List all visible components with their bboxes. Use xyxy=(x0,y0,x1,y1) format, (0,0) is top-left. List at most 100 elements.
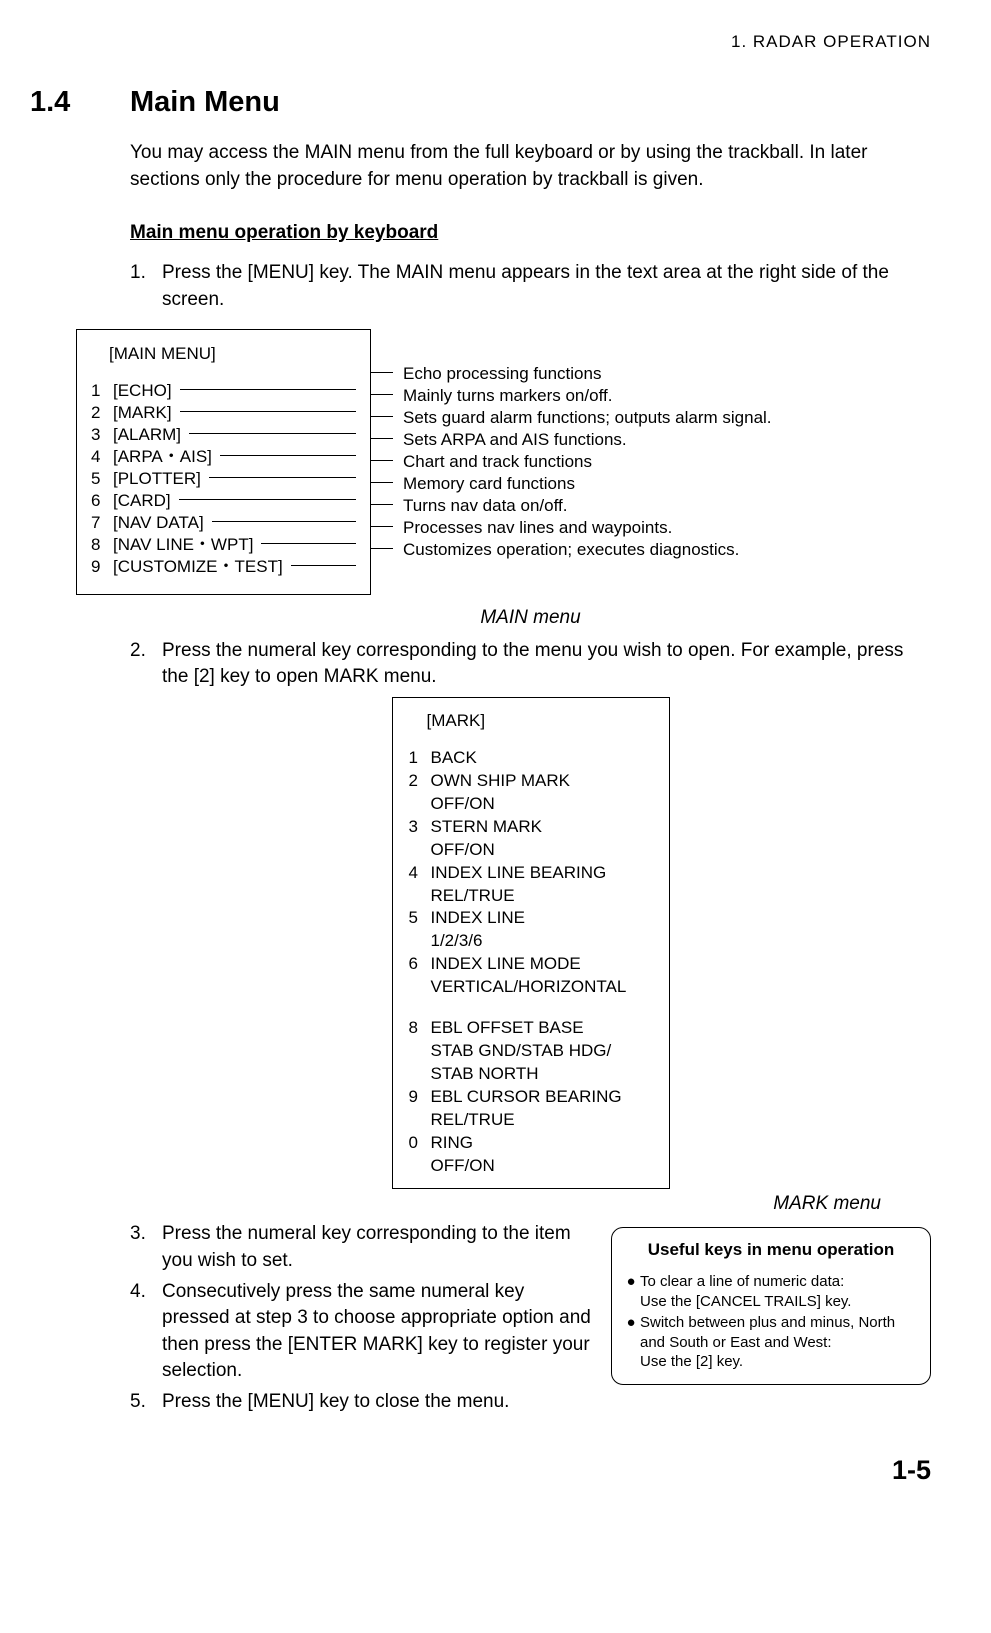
step-text: Press the numeral key corresponding to t… xyxy=(162,638,931,691)
mark-item-number: 1 xyxy=(409,747,431,770)
mark-menu-item: 6INDEX LINE MODE VERTICAL/HORIZONTAL xyxy=(409,953,653,999)
main-menu-box: [MAIN MENU] 1[ECHO]2[MARK]3[ALARM]4[ARPA… xyxy=(76,329,371,595)
section-title: 1.4 Main Menu xyxy=(30,82,931,123)
steps-mid: 2. Press the numeral key corresponding t… xyxy=(130,638,931,691)
mark-menu-item: 0RING OFF/ON xyxy=(409,1132,653,1178)
mark-item-number: 4 xyxy=(409,862,431,908)
menu-descriptions: Echo processing functionsMainly turns ma… xyxy=(371,363,772,561)
menu-item-number: 1 xyxy=(91,379,113,403)
mark-menu-item: 8EBL OFFSET BASE STAB GND/STAB HDG/ STAB… xyxy=(409,1017,653,1086)
intro-paragraph: You may access the MAIN menu from the fu… xyxy=(130,140,931,193)
mark-item-number: 3 xyxy=(409,816,431,862)
menu-item: 7[NAV DATA] xyxy=(91,512,356,534)
tips-item: ●To clear a line of numeric data: Use th… xyxy=(622,1272,920,1311)
step-item: 2. Press the numeral key corresponding t… xyxy=(130,638,931,691)
figure-caption-mark: MARK menu xyxy=(130,1191,931,1218)
menu-item-description: Processes nav lines and waypoints. xyxy=(371,517,772,539)
menu-item-label: [PLOTTER] xyxy=(113,467,201,491)
menu-item-label: [NAV LINE・WPT] xyxy=(113,533,253,557)
step-item: 4.Consecutively press the same numeral k… xyxy=(130,1279,593,1385)
menu-item: 9[CUSTOMIZE・TEST] xyxy=(91,556,356,578)
menu-item: 5[PLOTTER] xyxy=(91,468,356,490)
figure-caption-main: MAIN menu xyxy=(130,605,931,632)
menu-item-label: [ECHO] xyxy=(113,379,172,403)
tips-list: ●To clear a line of numeric data: Use th… xyxy=(622,1272,920,1372)
mark-item-text: STERN MARK OFF/ON xyxy=(431,816,653,862)
menu-item-number: 8 xyxy=(91,533,113,557)
step-text: Press the numeral key corresponding to t… xyxy=(162,1221,593,1274)
menu-item: 3[ALARM] xyxy=(91,424,356,446)
menu-item: 4[ARPA・AIS] xyxy=(91,446,356,468)
menu-item-description: Sets guard alarm functions; outputs alar… xyxy=(371,407,772,429)
chapter-header: 1. RADAR OPERATION xyxy=(30,30,931,54)
tips-box: Useful keys in menu operation ●To clear … xyxy=(611,1227,931,1384)
mark-item-number: 2 xyxy=(409,770,431,816)
menu-item: 2[MARK] xyxy=(91,402,356,424)
mark-item-number: 9 xyxy=(409,1086,431,1132)
menu-item-description: Memory card functions xyxy=(371,473,772,495)
bullet-icon: ● xyxy=(622,1313,640,1372)
mark-menu-item: 9EBL CURSOR BEARING REL/TRUE xyxy=(409,1086,653,1132)
menu-item-label: [MARK] xyxy=(113,401,172,425)
section-name: Main Menu xyxy=(130,82,280,123)
menu-item: 8[NAV LINE・WPT] xyxy=(91,534,356,556)
sub-heading: Main menu operation by keyboard xyxy=(130,220,931,247)
menu-item-number: 4 xyxy=(91,445,113,469)
mark-menu-item: 3STERN MARK OFF/ON xyxy=(409,816,653,862)
step-text: Press the [MENU] key to close the menu. xyxy=(162,1389,593,1416)
step-number: 5. xyxy=(130,1389,162,1416)
mark-item-number: 0 xyxy=(409,1132,431,1178)
menu-item-number: 2 xyxy=(91,401,113,425)
mark-item-text: EBL CURSOR BEARING REL/TRUE xyxy=(431,1086,653,1132)
steps-last: 3.Press the numeral key corresponding to… xyxy=(130,1221,593,1415)
mark-menu-title: [MARK] xyxy=(427,710,653,733)
page-number: 1-5 xyxy=(30,1452,931,1490)
mark-menu-item: 4INDEX LINE BEARING REL/TRUE xyxy=(409,862,653,908)
tips-item-text: To clear a line of numeric data: Use the… xyxy=(640,1272,851,1311)
step-number: 2. xyxy=(130,638,162,691)
mark-item-text: INDEX LINE MODE VERTICAL/HORIZONTAL xyxy=(431,953,653,999)
mark-menu-item: 2OWN SHIP MARK OFF/ON xyxy=(409,770,653,816)
mark-menu-item: 5INDEX LINE 1/2/3/6 xyxy=(409,907,653,953)
menu-item-number: 3 xyxy=(91,423,113,447)
step-item: 3.Press the numeral key corresponding to… xyxy=(130,1221,593,1274)
menu-item-label: [ARPA・AIS] xyxy=(113,445,212,469)
mark-item-text: INDEX LINE BEARING REL/TRUE xyxy=(431,862,653,908)
menu-item-description: Sets ARPA and AIS functions. xyxy=(371,429,772,451)
step-item: 5.Press the [MENU] key to close the menu… xyxy=(130,1389,593,1416)
section-number: 1.4 xyxy=(30,82,130,123)
mark-menu-box: [MARK] 1BACK2OWN SHIP MARK OFF/ON3STERN … xyxy=(392,697,670,1189)
step-item: 1. Press the [MENU] key. The MAIN menu a… xyxy=(130,260,931,313)
mark-item-text: RING OFF/ON xyxy=(431,1132,653,1178)
menu-item-number: 9 xyxy=(91,555,113,579)
menu-item-number: 7 xyxy=(91,511,113,535)
mark-item-number: 6 xyxy=(409,953,431,999)
menu-item-number: 5 xyxy=(91,467,113,491)
step-number: 3. xyxy=(130,1221,162,1274)
menu-item-label: [NAV DATA] xyxy=(113,511,204,535)
tips-title: Useful keys in menu operation xyxy=(622,1238,920,1262)
tips-item: ●Switch between plus and minus, North an… xyxy=(622,1313,920,1372)
mark-menu-item: 1BACK xyxy=(409,747,653,770)
menu-item-description: Echo processing functions xyxy=(371,363,772,385)
step-text: Consecutively press the same numeral key… xyxy=(162,1279,593,1385)
mark-item-text: OWN SHIP MARK OFF/ON xyxy=(431,770,653,816)
menu-item-description: Turns nav data on/off. xyxy=(371,495,772,517)
menu-item-description: Chart and track functions xyxy=(371,451,772,473)
menu-item-label: [CUSTOMIZE・TEST] xyxy=(113,555,283,579)
tips-item-text: Switch between plus and minus, North and… xyxy=(640,1313,920,1372)
step-text: Press the [MENU] key. The MAIN menu appe… xyxy=(162,260,931,313)
steps-first: 1. Press the [MENU] key. The MAIN menu a… xyxy=(130,260,931,313)
menu-item: 1[ECHO] xyxy=(91,380,356,402)
menu-item-number: 6 xyxy=(91,489,113,513)
bullet-icon: ● xyxy=(622,1272,640,1311)
menu-item-label: [ALARM] xyxy=(113,423,181,447)
main-menu-diagram: [MAIN MENU] 1[ECHO]2[MARK]3[ALARM]4[ARPA… xyxy=(30,329,931,595)
menu-item-description: Mainly turns markers on/off. xyxy=(371,385,772,407)
menu-box-title: [MAIN MENU] xyxy=(109,342,356,366)
menu-item-label: [CARD] xyxy=(113,489,171,513)
step-number: 1. xyxy=(130,260,162,313)
mark-item-text: EBL OFFSET BASE STAB GND/STAB HDG/ STAB … xyxy=(431,1017,653,1086)
step-number: 4. xyxy=(130,1279,162,1385)
menu-item: 6[CARD] xyxy=(91,490,356,512)
